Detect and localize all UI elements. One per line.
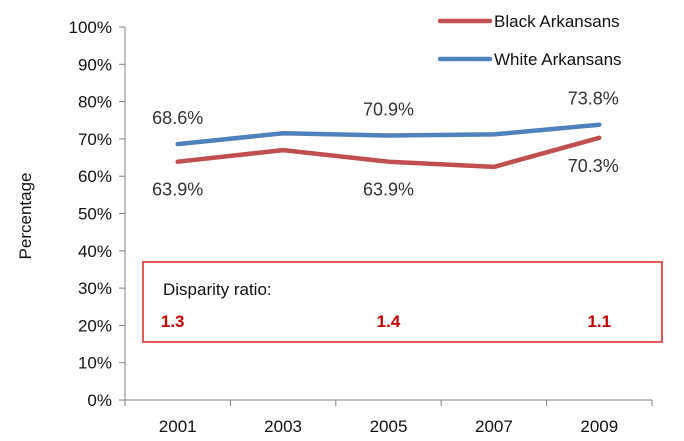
x-tick-label: 2009 [580, 417, 618, 436]
y-tick-label: 40% [78, 242, 112, 261]
disparity-value: 1.3 [161, 312, 185, 331]
data-label-layer: 63.9% 63.9% 70.3% 68.6% 70.9% 73.8% [152, 89, 619, 200]
y-tick-label: 60% [78, 167, 112, 186]
legend-label: Black Arkansans [494, 12, 620, 31]
data-label: 68.6% [152, 108, 203, 128]
y-axis-title: Percentage [16, 173, 35, 260]
y-tick-label: 10% [78, 354, 112, 373]
x-tick-label: 2007 [475, 417, 513, 436]
y-tick-label: 0% [87, 391, 112, 410]
series-line-1 [175, 122, 602, 147]
y-tick-label: 70% [78, 130, 112, 149]
data-label: 63.9% [152, 180, 203, 200]
legend: Black Arkansans White Arkansans [437, 12, 622, 69]
y-tick-label: 50% [78, 205, 112, 224]
series-layer [175, 122, 602, 170]
disparity-ratio-box: Disparity ratio: 1.3 1.4 1.1 [142, 261, 663, 343]
disparity-value: 1.4 [377, 312, 401, 331]
y-tick-label: 100% [69, 18, 112, 37]
data-label: 70.3% [568, 156, 619, 176]
x-tick-label: 2003 [264, 417, 302, 436]
data-label: 63.9% [363, 180, 414, 200]
y-tick-label: 20% [78, 316, 112, 335]
y-tick-label: 90% [78, 55, 112, 74]
data-label: 70.9% [363, 100, 414, 120]
x-tick-label: 2005 [370, 417, 408, 436]
series-line-0 [175, 135, 602, 170]
legend-label: White Arkansans [494, 50, 622, 69]
disparity-title: Disparity ratio: [163, 280, 272, 299]
axes-layer: 0% 10% 20% 30% 40% 50% 60% 70% 80% 90% 100% 2001 200… [69, 18, 653, 436]
y-tick-label: 80% [78, 93, 112, 112]
disparity-value: 1.1 [587, 312, 611, 331]
y-tick-label: 30% [78, 279, 112, 298]
data-label: 73.8% [568, 89, 619, 109]
x-tick-label: 2001 [159, 417, 197, 436]
disparity-box-border [142, 261, 663, 343]
